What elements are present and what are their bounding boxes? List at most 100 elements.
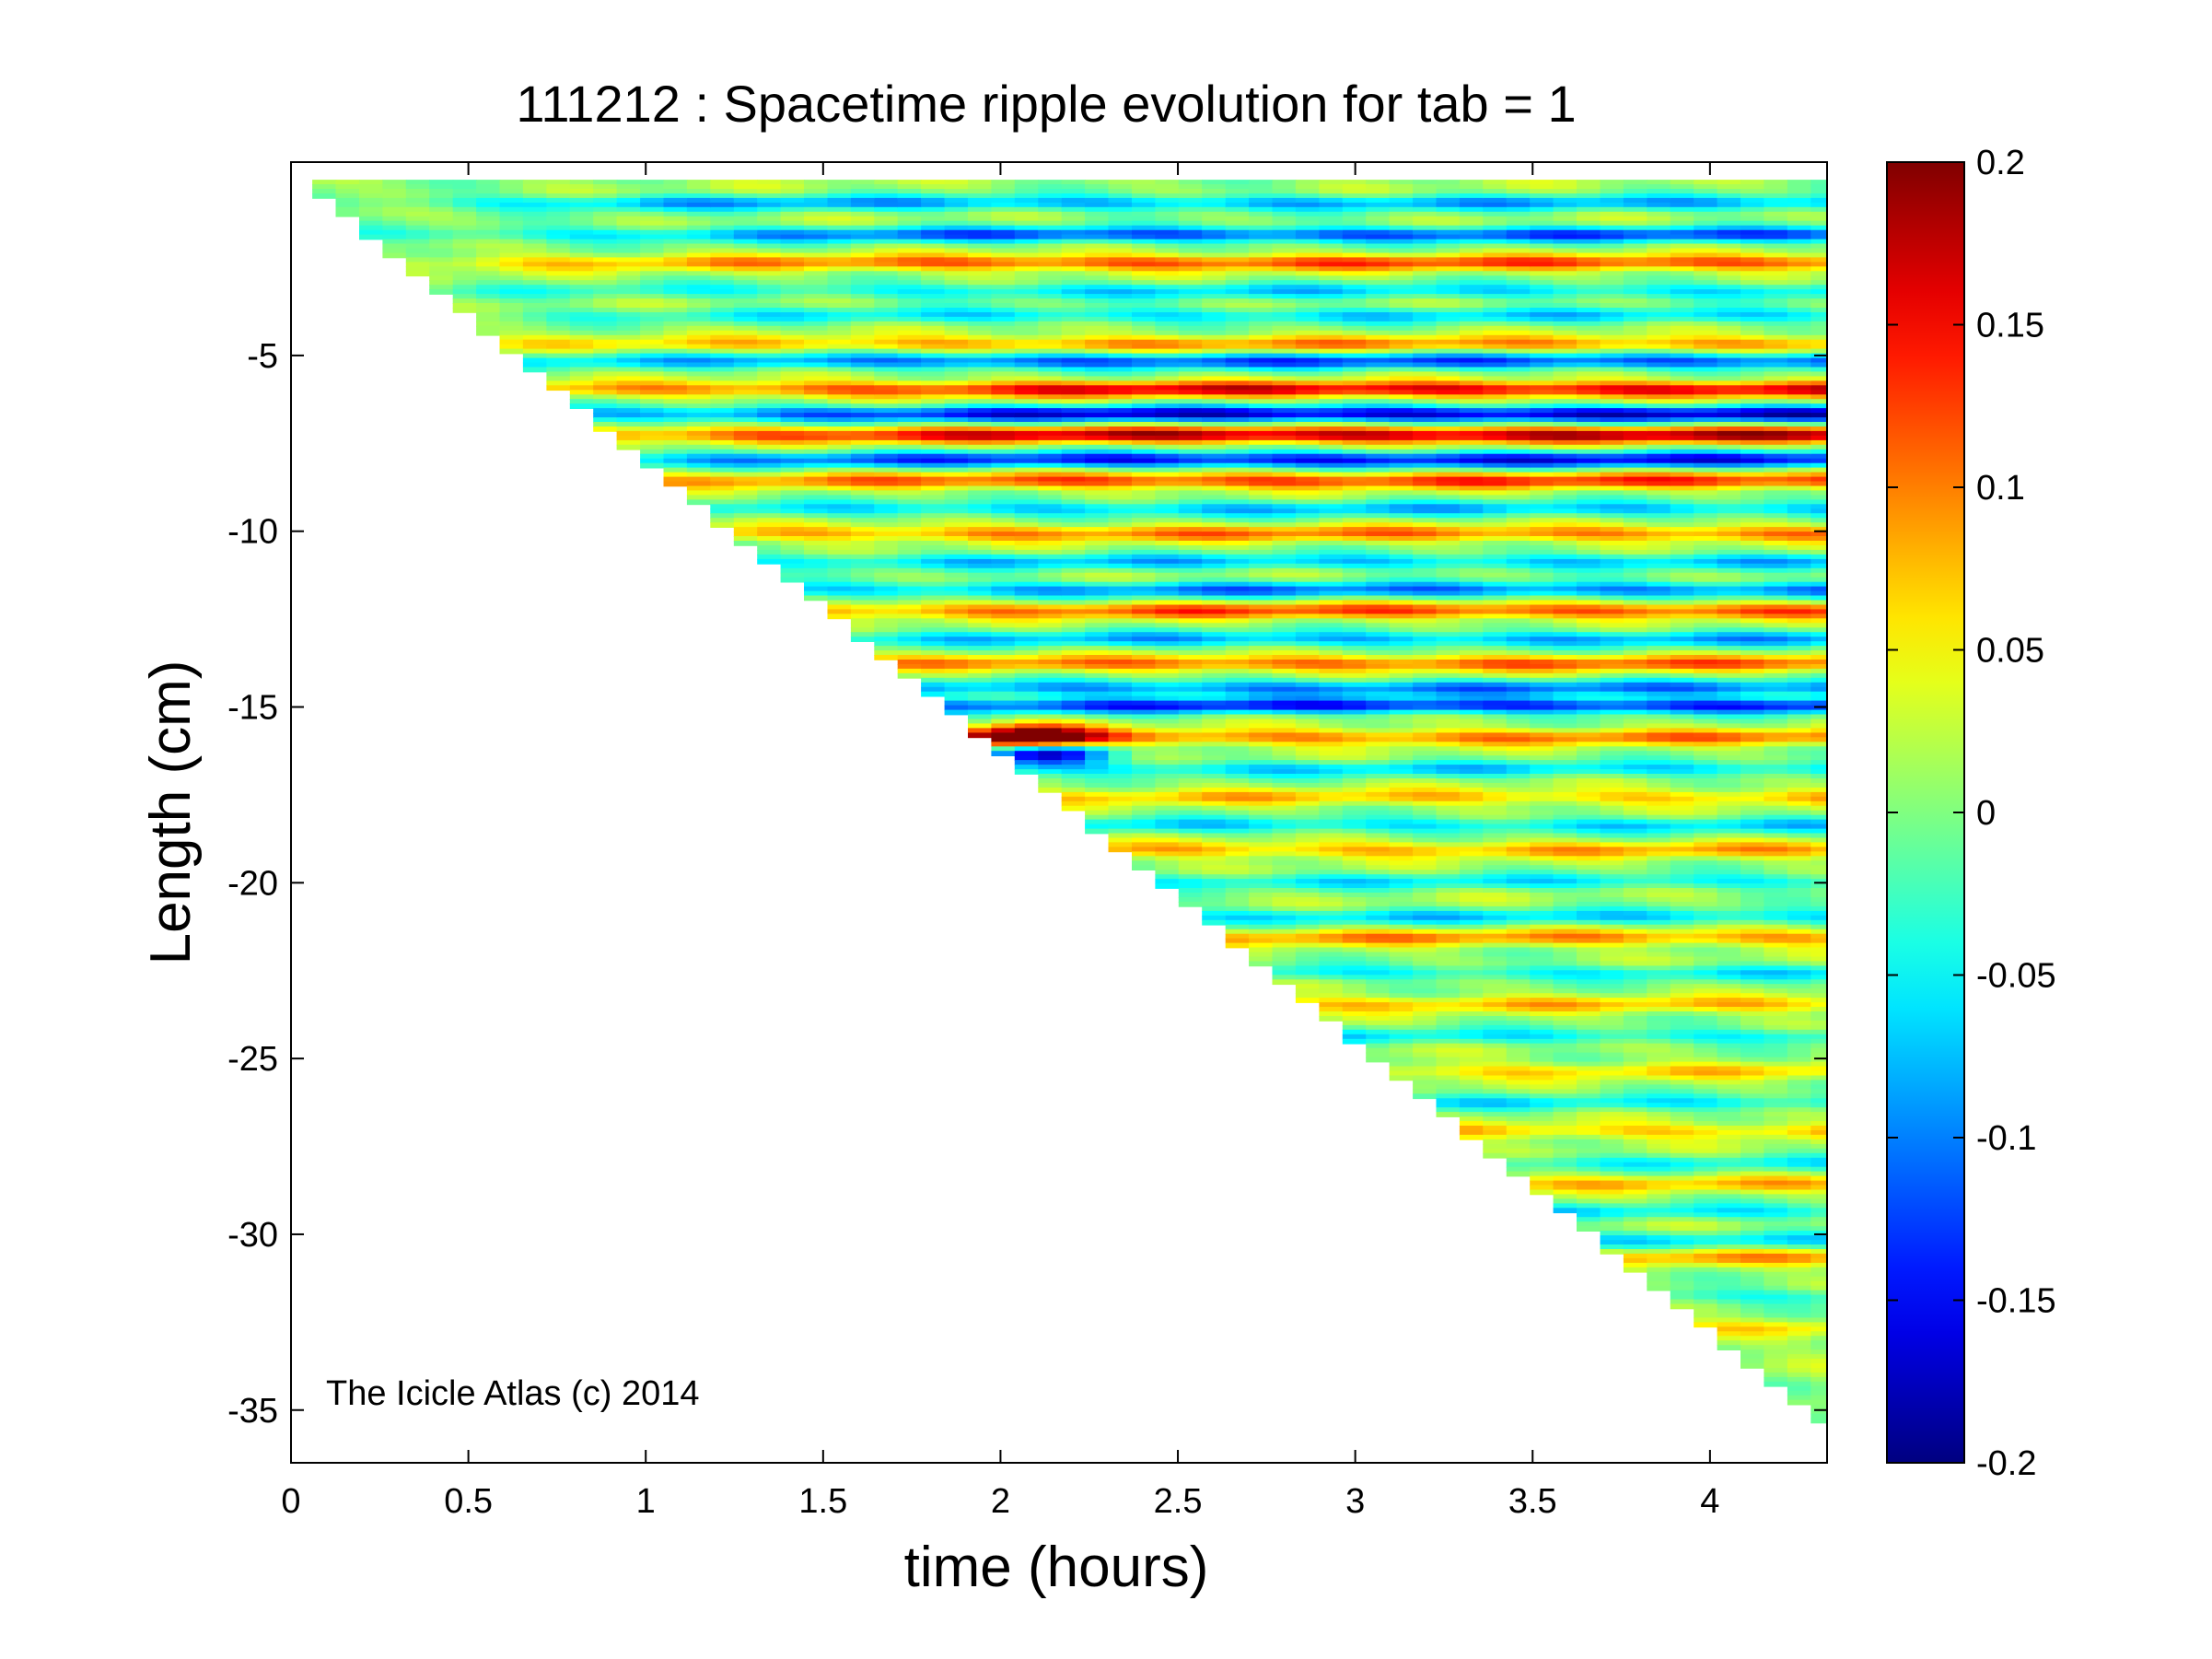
heatmap-cell	[1389, 371, 1414, 378]
heatmap-cell	[1295, 672, 1321, 679]
heatmap-cell	[733, 197, 758, 204]
heatmap-cell	[921, 453, 946, 460]
heatmap-cell	[686, 266, 712, 273]
heatmap-cell	[944, 618, 969, 625]
heatmap-cell	[522, 257, 548, 263]
heatmap-cell	[757, 467, 782, 473]
heatmap-cell	[1413, 641, 1438, 647]
heatmap-cell	[1178, 376, 1203, 382]
heatmap-cell	[1155, 330, 1180, 336]
heatmap-cell	[1366, 613, 1391, 620]
heatmap-cell	[1366, 508, 1391, 515]
heatmap-cell	[1155, 312, 1180, 318]
heatmap-cell	[1155, 308, 1180, 313]
heatmap-cell	[1342, 266, 1367, 273]
heatmap-cell	[1295, 449, 1321, 455]
heatmap-cell	[1225, 709, 1250, 716]
heatmap-cell	[1225, 819, 1250, 825]
heatmap-cell	[780, 362, 805, 368]
heatmap-cell	[1319, 800, 1344, 807]
heatmap-cell	[1342, 376, 1367, 382]
heatmap-cell	[1014, 394, 1039, 401]
heatmap-cell	[1249, 728, 1274, 734]
heatmap-cell	[663, 189, 688, 194]
heatmap-cell	[405, 184, 430, 190]
heatmap-cell	[1342, 408, 1367, 414]
heatmap-cell	[968, 554, 993, 560]
heatmap-cell	[1413, 184, 1438, 190]
heatmap-cell	[968, 321, 993, 327]
heatmap-cell	[991, 239, 1016, 245]
heatmap-cell	[1319, 682, 1344, 688]
heatmap-cell	[1319, 915, 1344, 921]
heatmap-cell	[874, 280, 899, 286]
heatmap-cell	[1155, 719, 1180, 725]
heatmap-cell	[1272, 970, 1297, 976]
heatmap-cell	[827, 344, 852, 350]
heatmap-cell	[991, 303, 1016, 309]
heatmap-cell	[593, 422, 618, 427]
heatmap-cell	[1389, 810, 1414, 816]
heatmap-cell	[1155, 796, 1180, 802]
heatmap-cell	[1389, 280, 1414, 286]
heatmap-cell	[1085, 709, 1110, 716]
heatmap-cell	[1295, 353, 1321, 359]
heatmap-cell	[1108, 234, 1133, 240]
heatmap-cell	[1389, 495, 1414, 501]
heatmap-cell	[1061, 774, 1086, 779]
heatmap-cell	[944, 504, 969, 510]
heatmap-cell	[546, 289, 571, 295]
heatmap-cell	[452, 298, 477, 304]
heatmap-cell	[1225, 481, 1250, 487]
heatmap-cell	[663, 481, 688, 487]
heatmap-cell	[1436, 458, 1461, 464]
heatmap-cell	[616, 399, 641, 404]
heatmap-cell	[1295, 929, 1321, 935]
heatmap-cell	[944, 660, 969, 665]
heatmap-cell	[686, 334, 712, 341]
heatmap-cell	[452, 266, 477, 273]
heatmap-cell	[616, 266, 641, 273]
heatmap-cell	[991, 646, 1016, 651]
heatmap-cell	[1178, 728, 1203, 734]
heatmap-cell	[1061, 751, 1086, 756]
heatmap-cell	[1155, 426, 1180, 432]
heatmap-cell	[1366, 371, 1391, 378]
heatmap-cell	[757, 408, 782, 414]
heatmap-cell	[1413, 348, 1438, 355]
heatmap-cell	[1155, 842, 1180, 848]
heatmap-cell	[1342, 819, 1367, 825]
heatmap-cell	[1155, 732, 1180, 739]
heatmap-cell	[1342, 979, 1367, 986]
heatmap-cell	[686, 303, 712, 309]
heatmap-cell	[1413, 376, 1438, 382]
heatmap-cell	[663, 453, 688, 460]
heatmap-cell	[850, 435, 876, 441]
heatmap-cell	[968, 189, 993, 194]
heatmap-cell	[1389, 627, 1414, 634]
heatmap-cell	[968, 234, 993, 240]
heatmap-cell	[1038, 485, 1063, 492]
heatmap-cell	[1085, 728, 1110, 734]
heatmap-cell	[1389, 805, 1414, 812]
heatmap-cell	[640, 294, 665, 299]
heatmap-cell	[1249, 581, 1274, 588]
heatmap-cell	[804, 485, 829, 492]
heatmap-cell	[1155, 490, 1180, 497]
heatmap-cell	[1108, 828, 1133, 835]
heatmap-cell	[616, 257, 641, 263]
heatmap-cell	[499, 180, 524, 185]
heatmap-cell	[1132, 709, 1157, 716]
heatmap-cell	[1366, 933, 1391, 940]
heatmap-cell	[1319, 874, 1344, 880]
heatmap-cell	[499, 266, 524, 273]
heatmap-cell	[1366, 449, 1391, 455]
heatmap-cell	[1413, 225, 1438, 231]
heatmap-cell	[1413, 668, 1438, 674]
heatmap-cell	[874, 303, 899, 309]
heatmap-cell	[780, 211, 805, 217]
heatmap-cell	[546, 257, 571, 263]
heatmap-cell	[991, 316, 1016, 322]
heatmap-cell	[1178, 609, 1203, 615]
heatmap-cell	[640, 417, 665, 423]
